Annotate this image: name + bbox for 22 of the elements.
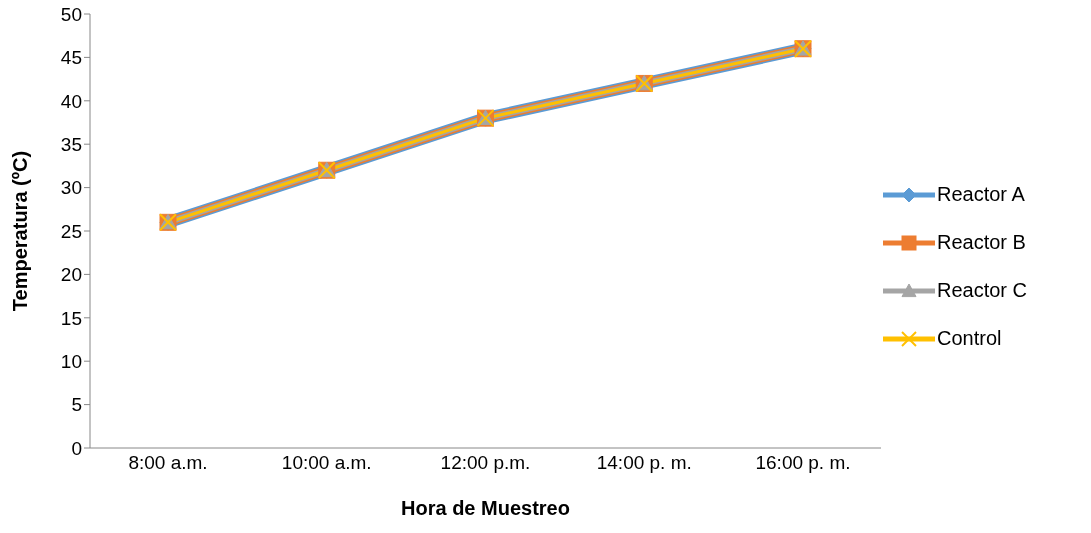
y-tick-label: 30 — [60, 177, 82, 199]
y-tick-label: 25 — [60, 220, 82, 242]
y-tick-label: 40 — [60, 90, 82, 112]
y-tick-label: 10 — [60, 350, 82, 372]
y-tick-label: 0 — [71, 437, 82, 459]
legend-label: Control — [937, 327, 1002, 350]
y-tick-label: 5 — [71, 394, 82, 416]
y-tick-label: 20 — [60, 264, 82, 286]
y-axis-title: Temperatura (ºC) — [9, 150, 32, 312]
y-tick-label: 15 — [60, 307, 82, 329]
y-tick-label: 45 — [60, 47, 82, 69]
x-tick-label: 14:00 p. m. — [596, 452, 692, 474]
x-tick-label: 10:00 a.m. — [281, 452, 372, 474]
y-tick-label: 50 — [60, 3, 82, 25]
legend-label: Reactor B — [937, 231, 1026, 254]
y-tick-label: 35 — [60, 133, 82, 155]
legend-label: Reactor A — [937, 183, 1025, 206]
x-tick-label: 8:00 a.m. — [128, 452, 208, 474]
x-tick-label: 12:00 p.m. — [440, 452, 531, 474]
legend-label: Reactor C — [937, 279, 1028, 302]
x-axis-title: Hora de Muestreo — [401, 497, 570, 519]
x-tick-label: 16:00 p. m. — [755, 452, 851, 474]
